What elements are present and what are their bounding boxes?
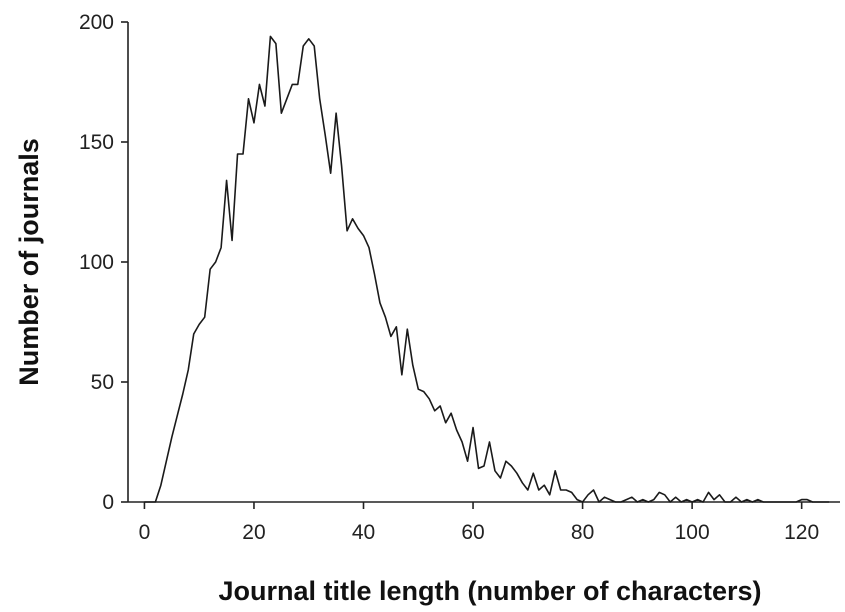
x-tick-label: 100 (675, 521, 710, 544)
x-axis-label: Journal title length (number of characte… (218, 576, 761, 606)
x-tick-label: 80 (571, 521, 594, 544)
y-tick-label: 100 (79, 251, 114, 274)
x-tick-label: 120 (784, 521, 819, 544)
data-points (143, 35, 830, 503)
y-axis-label: Number of journals (14, 138, 44, 386)
series-line (144, 35, 830, 503)
x-tick-label: 40 (352, 521, 375, 544)
y-tick-label: 150 (79, 131, 114, 154)
x-ticks: 0 20 40 60 80 100 120 (139, 502, 819, 544)
x-tick-label: 60 (461, 521, 484, 544)
x-tick-label: 0 (139, 521, 151, 544)
y-ticks: 0 50 100 150 200 (79, 11, 128, 514)
y-tick-label: 50 (91, 371, 114, 394)
y-tick-label: 200 (79, 11, 114, 34)
y-tick-label: 0 (102, 491, 114, 514)
x-tick-label: 20 (242, 521, 265, 544)
axes (127, 22, 840, 503)
